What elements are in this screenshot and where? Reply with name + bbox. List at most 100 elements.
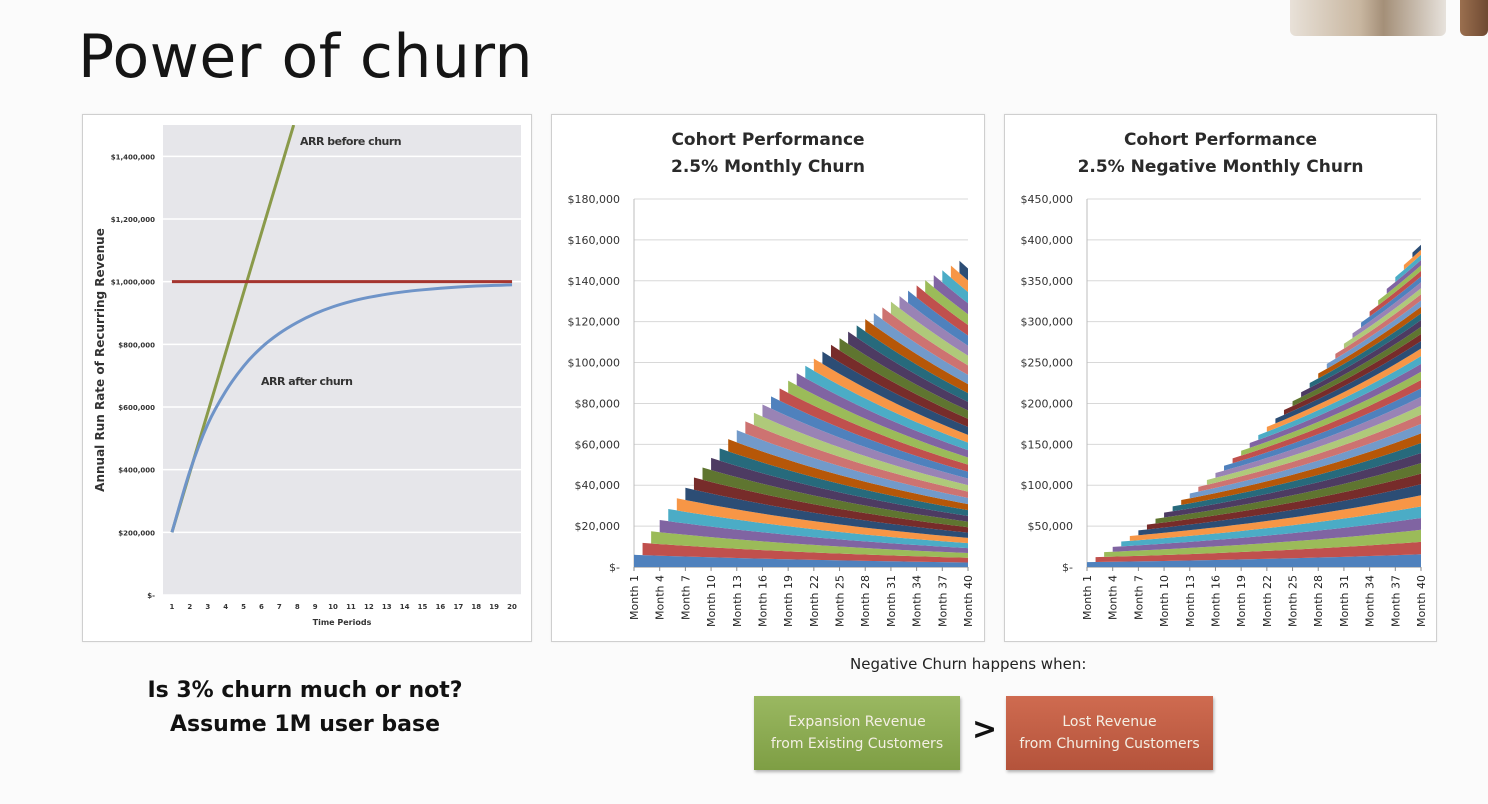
cohort-area-18 — [779, 388, 968, 472]
x-tick-label: Month 7 — [679, 575, 692, 620]
chart-title: Cohort Performance 2.5% Negative Monthly… — [1005, 127, 1436, 181]
y-tick-label: $100,000 — [1021, 479, 1074, 492]
cohort-area-19 — [1241, 371, 1421, 456]
cohort-area-15 — [1206, 405, 1421, 485]
y-tick-label: $160,000 — [568, 234, 621, 247]
cohort-area-37 — [942, 270, 968, 304]
cohort-area-30 — [882, 307, 968, 375]
cohort-area-36 — [933, 275, 968, 315]
plot-background — [163, 125, 521, 595]
x-tick-label: 16 — [436, 603, 446, 611]
y-tick-label: $- — [1062, 561, 1073, 574]
x-axis-label: Time Periods — [313, 618, 372, 627]
cohort-area-25 — [1292, 326, 1421, 407]
cohort-area-24 — [830, 344, 968, 427]
x-tick-label: Month 7 — [1132, 575, 1145, 620]
x-tick-label: 2 — [187, 603, 192, 611]
cohort-area-21 — [1258, 356, 1421, 440]
cohort-area-15 — [753, 412, 968, 492]
chart-title-line: Cohort Performance — [671, 130, 865, 150]
x-tick-label: Month 40 — [962, 575, 975, 627]
x-tick-label: 18 — [471, 603, 481, 611]
y-tick-label: $180,000 — [568, 193, 621, 206]
y-tick-label: $- — [609, 561, 620, 574]
cohort-area-20 — [1249, 363, 1421, 448]
x-tick-label: Month 34 — [911, 575, 924, 627]
cohort-area-36 — [1386, 260, 1421, 294]
cohort-area-38 — [1403, 249, 1421, 270]
cohort-area-28 — [865, 319, 968, 394]
expansion-revenue-box: Expansion Revenue from Existing Customer… — [754, 696, 960, 770]
cohort-area-24 — [1283, 333, 1421, 415]
cohort-area-23 — [822, 351, 968, 435]
cohort-area-29 — [873, 313, 968, 385]
cohort-area-7 — [685, 487, 968, 538]
cohort-area-11 — [1172, 443, 1421, 512]
x-tick-label: Month 13 — [731, 575, 744, 627]
cohort-area-6 — [1129, 495, 1421, 541]
x-tick-label: 7 — [277, 603, 282, 611]
x-tick-label: Month 25 — [1287, 575, 1300, 627]
cohort-area-38 — [950, 265, 968, 292]
x-tick-label: Month 4 — [1107, 575, 1120, 620]
cohort-area-22 — [1266, 348, 1421, 432]
webcam-thumbnail-2[interactable] — [1460, 0, 1488, 36]
cohort-area-17 — [771, 396, 968, 479]
cohort-chart-negative-churn: Cohort Performance 2.5% Negative Monthly… — [1004, 114, 1437, 642]
cohort-area-6 — [676, 498, 968, 544]
cohort-area-20 — [796, 373, 968, 458]
y-tick-label: $100,000 — [568, 357, 621, 370]
x-tick-label: 5 — [241, 603, 246, 611]
annotation-arr-after: ARR after churn — [261, 375, 352, 388]
x-tick-label: Month 1 — [1081, 575, 1094, 620]
y-tick-label: $140,000 — [568, 275, 621, 288]
cohort-area-13 — [736, 430, 968, 505]
x-tick-label: Month 10 — [705, 575, 718, 627]
y-tick-label: $300,000 — [1021, 316, 1074, 329]
lost-revenue-box: Lost Revenue from Churning Customers — [1006, 696, 1213, 770]
webcam-thumbnail[interactable] — [1290, 0, 1446, 36]
y-tick-label: $1,400,000 — [111, 153, 155, 161]
cohort-area-11 — [719, 448, 968, 516]
cohort-area-5 — [1121, 506, 1421, 547]
cohort-area-37 — [1395, 254, 1421, 282]
cohort-area-16 — [1215, 396, 1421, 478]
cohort-area-26 — [1301, 320, 1421, 398]
expansion-box-line-2: from Existing Customers — [770, 736, 944, 752]
chart-subtitle: 2.5% Monthly Churn — [671, 157, 865, 177]
churn-question: Is 3% churn much or not? Assume 1M user … — [100, 674, 510, 742]
y-tick-label: $250,000 — [1021, 357, 1074, 370]
cohort-area-29 — [1326, 300, 1421, 369]
chart-subtitle: 2.5% Negative Monthly Churn — [1077, 157, 1364, 177]
cohort-area-13 — [1189, 423, 1421, 499]
chart-title-line: Cohort Performance — [1123, 130, 1318, 150]
y-tick-label: $800,000 — [118, 341, 155, 349]
x-tick-label: 13 — [382, 603, 392, 611]
cohort-area-17 — [1224, 388, 1421, 471]
cohort-negative-churn-svg: $- $50,000 $100,000 $150,000 $200,000 $250,00… — [1021, 193, 1429, 627]
cohort-area-33 — [1361, 276, 1421, 328]
y-tick-label: $1,000,000 — [111, 279, 155, 287]
cohort-area-27 — [1309, 313, 1421, 388]
cohort-area-4 — [1112, 517, 1421, 552]
cohort-area-9 — [1155, 463, 1421, 524]
y-tick-label: $150,000 — [1021, 438, 1074, 451]
x-tick-label: 14 — [400, 603, 410, 611]
y-tick-label: $60,000 — [575, 438, 621, 451]
cohort-area-28 — [1318, 306, 1421, 379]
cohort-area-12 — [728, 439, 968, 511]
annotation-arr-before: ARR before churn — [300, 135, 401, 148]
cohort-area-34 — [916, 285, 968, 336]
cohort-area-16 — [762, 404, 968, 486]
cohort-area-33 — [908, 290, 968, 346]
x-tick-label: Month 34 — [1364, 575, 1377, 627]
cohort-area-32 — [1352, 282, 1421, 339]
x-tick-label: Month 19 — [1235, 575, 1248, 627]
cohort-area-8 — [693, 477, 968, 533]
x-tick-label: 20 — [507, 603, 517, 611]
x-tick-label: 11 — [346, 603, 356, 611]
cohort-area-34 — [1369, 270, 1421, 317]
cohort-area-22 — [813, 358, 968, 443]
cohort-area-25 — [839, 338, 968, 419]
cohort-area-19 — [788, 380, 968, 465]
